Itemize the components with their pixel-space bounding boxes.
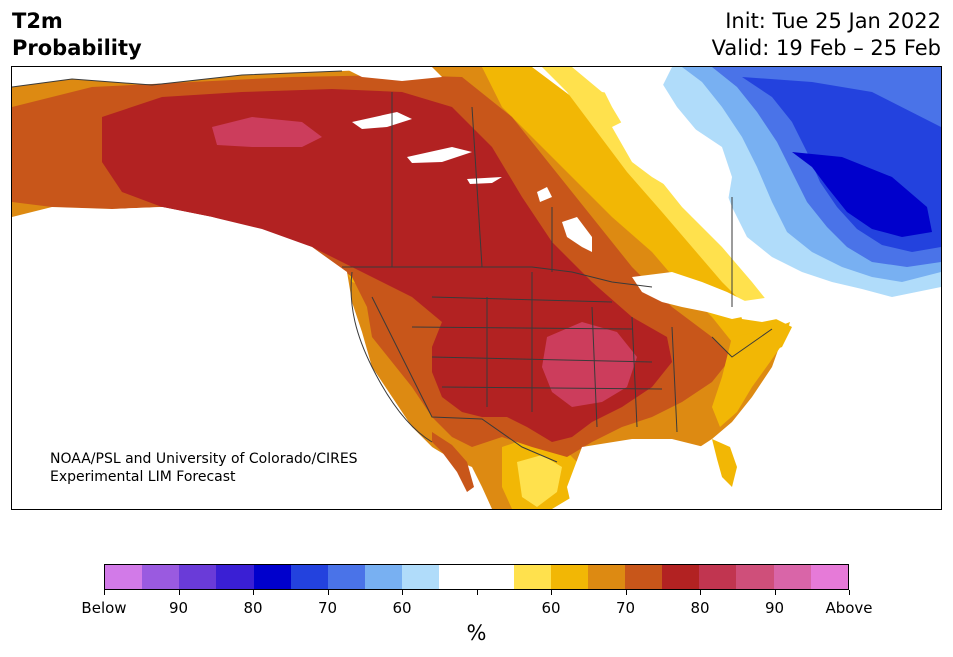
colorbar-tick-label: 60 [541,599,561,617]
political-borders [12,70,773,463]
colorbar-segment [364,565,403,589]
land-above-55 [542,67,772,312]
colorbar-segment [439,565,477,589]
land-above-90-north [212,117,322,147]
colorbar-segment [105,565,143,589]
colorbar-segment [327,565,365,589]
baja [432,432,474,492]
colorbar-tick [625,590,627,595]
colorbar-tick [551,590,552,595]
lake-4 [562,217,592,252]
colorbar-tick-label: 70 [615,599,636,617]
colorbar-segment [216,565,254,589]
colorbar-tick-label: 80 [243,599,263,617]
probability-map: NOAA/PSL and University of Colorado/CIRE… [11,66,942,510]
colorbar-tick [327,590,329,595]
valid-range: Valid: 19 Feb – 25 Feb [711,36,941,60]
colorbar-segment [587,565,625,589]
northeast-white [737,287,832,322]
colorbar-segment [476,565,514,589]
colorbar-tick-label: 60 [392,599,412,617]
colorbar-tick [178,590,180,595]
colorbar-segment [550,565,588,589]
colorbar-segment [624,565,663,589]
title-line-1: T2m [12,9,63,33]
init-date: Init: Tue 25 Jan 2022 [725,9,941,33]
florida [712,439,737,487]
gulf-of-mexico [567,439,752,509]
colorbar-tick [700,590,701,595]
colorbar-tick [104,590,105,595]
arctic-water-2 [572,67,672,97]
date-info: Init: Tue 25 Jan 2022 Valid: 19 Feb – 25… [712,8,941,62]
land-above-60 [482,67,792,357]
hudson-bay [612,107,732,227]
colorbar-segment [402,565,440,589]
colorbar-segment [736,565,774,589]
colorbar-segment [773,565,811,589]
colorbar-segment [253,565,291,589]
arctic-water-1 [342,67,442,81]
unit-label: % [466,621,487,645]
credit-line-2: Experimental LIM Forecast [50,469,236,485]
colorbar-segment [290,565,328,589]
colorbar-tick-label: 90 [168,599,189,617]
pacific-coast [12,207,472,509]
colorbar-tick-label: 80 [690,599,710,617]
atlantic-coast [752,297,941,509]
land-above-80 [102,89,672,442]
colorbar-tick-label: Above [825,599,873,617]
colorbar-segment [662,565,700,589]
colorbar-ticks: Below 90 80 70 60 60 70 80 90 Above [81,590,873,617]
lake-1 [352,112,412,129]
colorbar-segment [179,565,217,589]
colorbar-tick-label: 70 [317,599,338,617]
title-line-2: Probability [12,36,142,60]
colorbar-tick [849,590,850,595]
land-above-90-south [542,322,637,407]
chart-title: T2m Probability [12,8,142,62]
colorbar-tick [253,590,254,595]
colorbar-tick-label: Below [81,599,127,617]
colorbar-tick [774,590,776,595]
colorbar-tick [476,590,478,595]
colorbar-segment [142,565,180,589]
credit-line-1: NOAA/PSL and University of Colorado/CIRE… [50,451,358,467]
lake-2 [407,147,472,163]
map-svg [12,67,941,509]
credit-text: NOAA/PSL and University of Colorado/CIRE… [50,450,358,486]
colorbar-tick [402,590,403,595]
colorbar [104,564,849,590]
colorbar-segment [699,565,737,589]
east-coast-yellow [712,322,790,427]
colorbar-segment [810,565,848,589]
mexico-above-55 [517,455,562,507]
great-lakes [632,272,752,319]
lake-3 [467,177,502,184]
colorbar-segment [513,565,551,589]
lake-5 [537,187,552,202]
colorbar-tick-label: 90 [764,599,785,617]
land-below-80 [792,152,932,237]
